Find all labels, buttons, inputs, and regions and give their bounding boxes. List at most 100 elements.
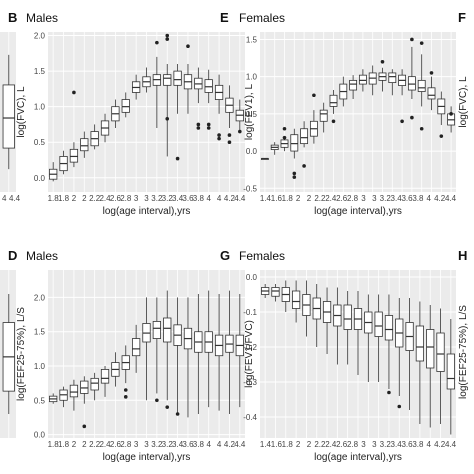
- box-iqr: [290, 134, 299, 152]
- box-11: [364, 294, 373, 382]
- outlier-point: [123, 388, 128, 392]
- outlier-point: [196, 126, 201, 130]
- panel-letter: D: [8, 248, 17, 263]
- x-tick-label: 3: [144, 194, 149, 203]
- box-3: [69, 379, 79, 411]
- outlier-point: [410, 37, 414, 42]
- box-12: [374, 294, 383, 382]
- box-5: [90, 372, 99, 401]
- x-tick-label: 4: [427, 440, 432, 449]
- outlier-point: [227, 140, 232, 145]
- box-12: [163, 33, 172, 157]
- box-18: [436, 308, 445, 424]
- box-5: [90, 124, 99, 150]
- box-18: [225, 290, 234, 414]
- x-tick-label: 4.2: [224, 440, 236, 449]
- outlier-point: [292, 171, 297, 176]
- box-iqr: [163, 317, 172, 343]
- box-13: [173, 64, 182, 161]
- box-7: [322, 287, 332, 354]
- x-tick-label: 4.4: [9, 194, 21, 203]
- x-tick-label: 3: [134, 440, 139, 449]
- x-tick-label: 3.4: [391, 440, 403, 449]
- box-iqr: [415, 325, 425, 362]
- box-6: [312, 284, 321, 347]
- box-4: [291, 280, 301, 323]
- box-11: [152, 40, 162, 128]
- x-tick-label: 2: [307, 194, 312, 203]
- panel-title: Males: [26, 249, 58, 263]
- panel-letter: H: [458, 248, 467, 263]
- box-iqr: [374, 311, 383, 337]
- x-tick-label: 4.4: [234, 440, 246, 449]
- y-axis-label: log(FEF25-75%), L/S: [16, 307, 27, 401]
- x-tick-label: 2.6: [110, 440, 122, 449]
- outlier-point: [186, 44, 190, 49]
- x-axis-label: log(age interval),yrs: [314, 452, 402, 463]
- outlier-point: [155, 398, 159, 403]
- y-tick-label: -0.3: [243, 378, 257, 387]
- x-tick-label: 2: [296, 194, 301, 203]
- box-6: [309, 93, 318, 144]
- box-9: [131, 74, 141, 100]
- box-iqr: [407, 76, 416, 91]
- plot-background: [260, 32, 456, 192]
- box-1: [2, 54, 15, 170]
- box-20: [447, 106, 456, 133]
- x-tick-label: 4: [206, 440, 211, 449]
- outlier-point: [165, 33, 170, 38]
- box-10: [349, 75, 358, 99]
- box-13: [378, 59, 387, 92]
- box-7: [319, 102, 328, 133]
- panel-letter: G: [220, 248, 230, 263]
- y-tick-label: -0.5: [243, 184, 257, 193]
- box-iqr: [100, 369, 110, 384]
- x-tick-label: 3: [372, 440, 377, 449]
- x-tick-label: 4.2: [224, 194, 236, 203]
- x-tick-label: 3: [372, 194, 377, 203]
- y-axis-label: log(FVC), L: [458, 76, 469, 128]
- x-tick-label: 3.2: [151, 194, 163, 203]
- box-iqr: [427, 87, 436, 100]
- box-iqr: [173, 70, 182, 86]
- x-tick-label: 1.4: [260, 194, 272, 203]
- box-7: [111, 99, 120, 128]
- y-tick-label: -0.4: [243, 413, 257, 422]
- x-tick-label: 2.6: [336, 440, 348, 449]
- x-tick-label: 2.2: [314, 440, 326, 449]
- box-1: [260, 157, 269, 160]
- y-tick-label: -0.2: [243, 343, 257, 352]
- box-18: [225, 85, 234, 145]
- outlier-point: [217, 136, 221, 141]
- box-iqr: [90, 377, 99, 391]
- outlier-point: [419, 41, 424, 45]
- box-2: [271, 284, 280, 302]
- x-tick-label: 2.4: [325, 194, 337, 203]
- x-tick-label: 1.8: [58, 440, 70, 449]
- x-tick-label: 2.6: [110, 194, 122, 203]
- x-tick-label: 3: [361, 194, 366, 203]
- y-axis-label: log(FEV1/FVC): [244, 320, 255, 388]
- outlier-point: [82, 424, 87, 429]
- panel-panel-E: E Females-0.50.00.51.01.51.4 1.6 1.8 2 2 2.2 2.…: [220, 10, 457, 217]
- box-iqr: [329, 94, 338, 107]
- outlier-point: [419, 126, 424, 131]
- box-iqr: [291, 290, 301, 309]
- outlier-point: [312, 93, 316, 98]
- panel-panel-A-fragment: 4 4.4: [0, 32, 21, 203]
- panel-letter: F: [458, 10, 466, 25]
- box-9: [131, 324, 141, 373]
- box-6: [100, 366, 110, 397]
- panel-title: Females: [239, 11, 285, 25]
- y-axis-label: log(FEF25-75%), L/S: [458, 305, 469, 399]
- box-6: [100, 113, 110, 143]
- x-tick-label: 1.6: [271, 194, 283, 203]
- box-19: [446, 319, 455, 435]
- x-tick-label: 1.8: [48, 194, 60, 203]
- y-tick-label: 0.5: [34, 396, 46, 405]
- box-3: [281, 280, 290, 312]
- box-8: [121, 92, 130, 118]
- outlier-point: [206, 122, 211, 127]
- box-12: [368, 65, 377, 96]
